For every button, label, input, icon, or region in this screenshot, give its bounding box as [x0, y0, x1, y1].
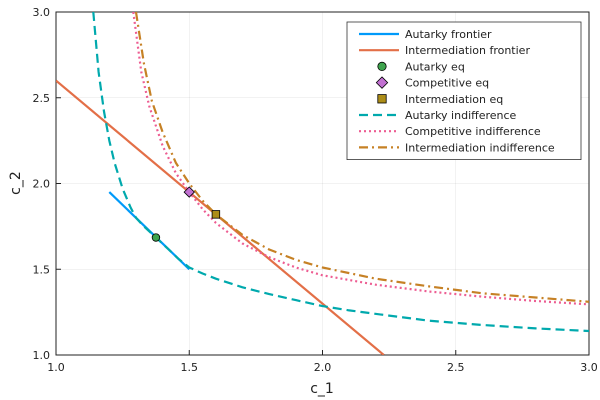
legend-intermediation-indifference-label: Intermediation indifference: [405, 141, 555, 154]
legend: Autarky frontier Intermediation frontier A…: [346, 21, 582, 161]
competitive-indifference-line: [132, 12, 589, 306]
legend-intermediation-frontier-label: Intermediation frontier: [405, 44, 530, 57]
legend-competitive-indifference-label: Competitive indifference: [405, 125, 541, 138]
legend-autarky-frontier-label: Autarky frontier: [405, 28, 492, 41]
y-tick-label: 2.0: [33, 178, 51, 191]
x-tick-label: 3.0: [580, 361, 598, 374]
x-tick-label: 1.5: [181, 361, 199, 374]
x-tick-label: 2.5: [447, 361, 465, 374]
legend-autarky-indifference-label: Autarky indifference: [405, 109, 517, 122]
legend-competitive-eq-label: Competitive eq: [405, 77, 489, 90]
legend-box: [346, 21, 582, 161]
legend-competitive-eq-swatch: [375, 76, 389, 89]
legend-intermediation-eq-label: Intermediation eq: [405, 93, 503, 106]
series-layer: [56, 12, 589, 355]
y-tick-label: 1.0: [33, 349, 51, 362]
y-tick-label: 3.0: [33, 6, 51, 19]
y-tick-label: 1.5: [33, 263, 51, 276]
competitive-eq-marker: [183, 186, 195, 198]
x-tick-label: 2.0: [314, 361, 332, 374]
intermediation-indifference-line: [134, 12, 589, 303]
legend-intermediation-eq-swatch: [377, 94, 387, 104]
ticks: 1.0 1.5 2.0 2.5 3.0 1.0 1.5 2.0 2.5 3.0: [33, 6, 598, 374]
autarky-indifference-line: [92, 12, 589, 333]
x-axis-label: c_1: [310, 381, 334, 397]
autarky-eq-marker: [151, 233, 161, 242]
legend-autarky-eq-label: Autarky eq: [405, 60, 465, 73]
x-tick-label: 1.0: [47, 361, 65, 374]
y-tick-label: 2.5: [33, 92, 51, 105]
legend-autarky-eq-swatch: [377, 61, 387, 72]
intermediation-eq-marker: [211, 210, 221, 219]
y-axis-label: c_2: [8, 171, 24, 195]
